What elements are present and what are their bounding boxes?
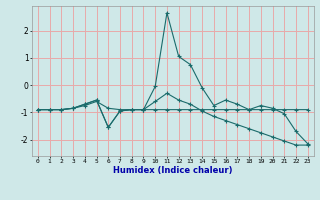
X-axis label: Humidex (Indice chaleur): Humidex (Indice chaleur)	[113, 166, 233, 175]
